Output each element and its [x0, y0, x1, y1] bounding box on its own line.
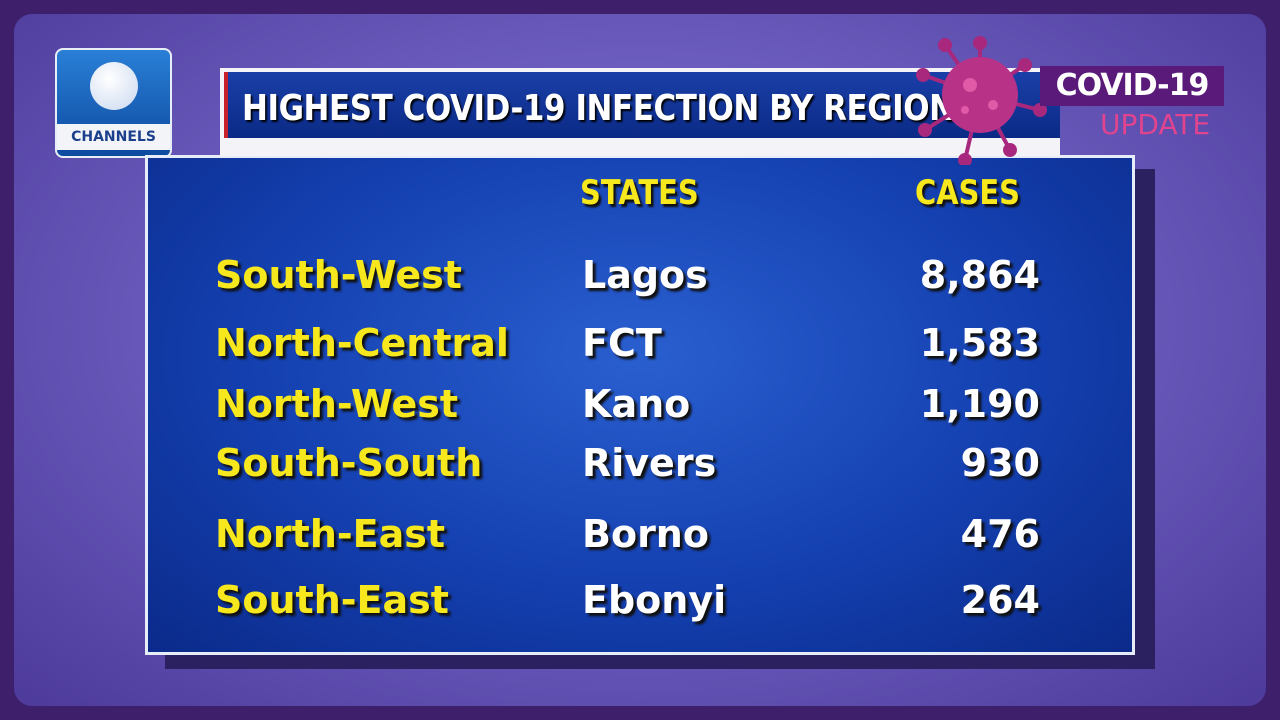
state-cell: FCT [582, 321, 662, 365]
table-panel [145, 155, 1135, 655]
cases-cell: 8,864 [919, 253, 1040, 297]
virus-icon [916, 36, 1047, 165]
region-cell: South-West [215, 253, 462, 297]
cases-cell: 476 [960, 512, 1040, 556]
column-header: STATES [580, 173, 699, 213]
covid-badge: COVID-19 [1040, 66, 1224, 106]
region-cell: North-East [215, 512, 446, 556]
logo-globe [90, 62, 138, 110]
title: HIGHEST COVID-19 INFECTION BY REGION [242, 88, 955, 129]
column-header: CASES [915, 173, 1020, 213]
cases-cell: 1,190 [919, 382, 1040, 426]
region-cell: South-South [215, 441, 483, 485]
state-cell: Lagos [582, 253, 708, 297]
state-cell: Rivers [582, 441, 717, 485]
state-cell: Kano [582, 382, 691, 426]
cases-cell: 264 [960, 578, 1040, 622]
cases-cell: 1,583 [919, 321, 1040, 365]
badge-subtitle: UPDATE [1100, 108, 1211, 141]
cases-cell: 930 [960, 441, 1040, 485]
badge-title: COVID-19 [1055, 68, 1210, 103]
state-cell: Borno [582, 512, 709, 556]
region-cell: South-East [215, 578, 449, 622]
region-cell: North-West [215, 382, 459, 426]
channel-logo: CHANNELS [55, 48, 172, 158]
region-cell: North-Central [215, 321, 509, 365]
state-cell: Ebonyi [582, 578, 727, 622]
logo-text: CHANNELS [57, 124, 170, 150]
